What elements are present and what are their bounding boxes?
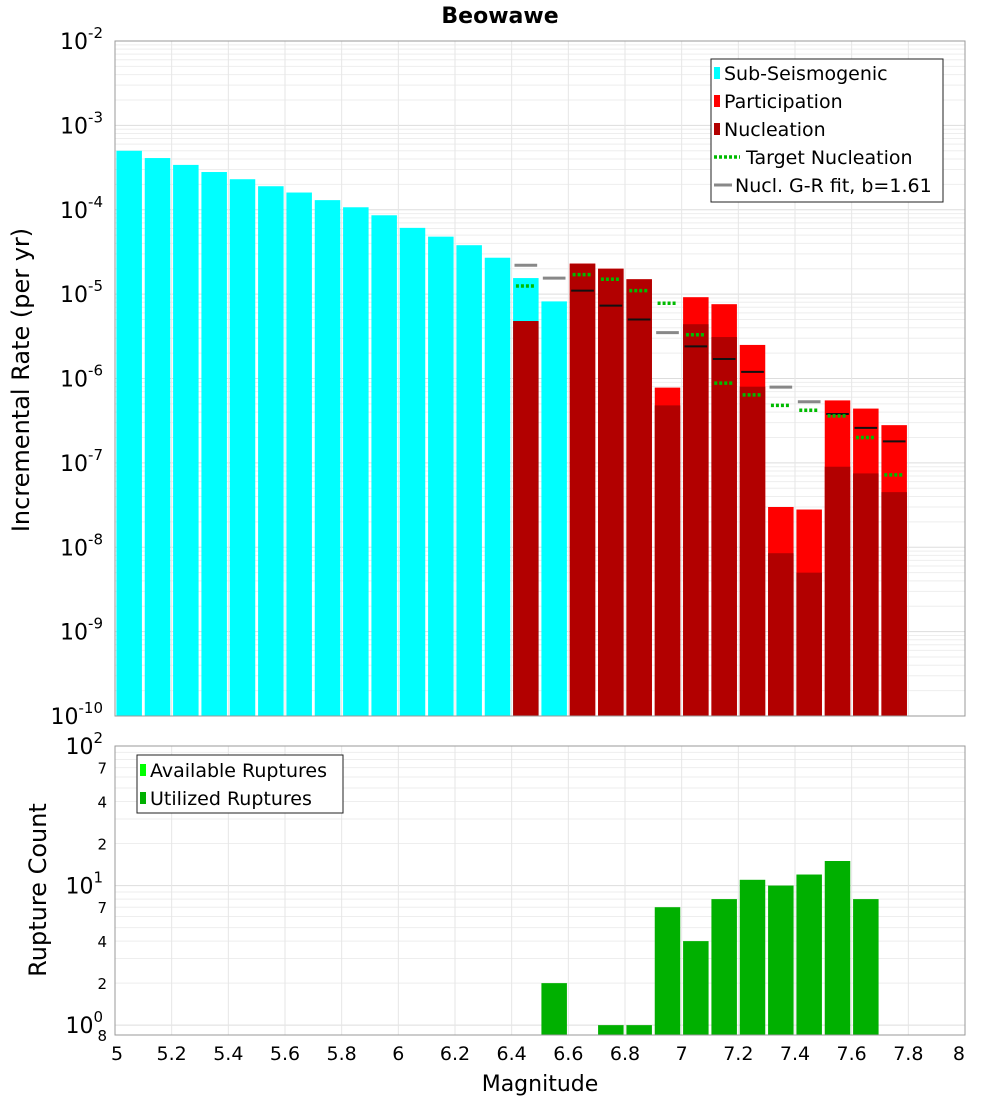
utilized-ruptures-bar (598, 1025, 624, 1035)
utilized-ruptures-bar (654, 907, 681, 1035)
nucleation-bar (824, 466, 851, 716)
utilized-ruptures-bar (541, 983, 567, 1035)
sub-seismogenic-bar (428, 236, 454, 716)
sub-seismogenic-bar (286, 192, 312, 717)
legend-swatch (714, 95, 720, 107)
count-plot-frame (114, 745, 966, 1036)
x-tick-label: 7.8 (893, 1043, 923, 1065)
count-y-minor-label: 2 (97, 836, 107, 854)
count-y-axis-label: Rupture Count (24, 803, 52, 977)
x-tick-label: 8 (953, 1043, 965, 1065)
count-y-minor-label: 7 (97, 899, 107, 917)
rate-y-tick-label: 10-8 (60, 530, 103, 561)
legend-swatch (140, 792, 146, 804)
rate-y-tick-label: 10-5 (60, 277, 103, 308)
legend-label: Participation (724, 91, 843, 113)
sub-seismogenic-bar (314, 200, 341, 716)
utilized-ruptures-bar (853, 899, 879, 1035)
rate-y-tick-label: 10-10 (51, 699, 104, 730)
nucleation-bar (626, 279, 652, 716)
rate-y-tick-label: 10-3 (60, 108, 103, 139)
nucleation-bar (768, 553, 794, 716)
x-tick-label: 7.4 (780, 1043, 810, 1065)
x-tick-label: 6.8 (610, 1043, 640, 1065)
count-y-minor-label: 7 (97, 760, 107, 778)
utilized-ruptures-bar (739, 879, 766, 1035)
x-tick-label: 5 (111, 1043, 123, 1065)
count-y-tick-label: 102 (65, 729, 103, 760)
nucleation-bar (569, 263, 596, 716)
legend-label: Nucl. G-R fit, b=1.61 (735, 175, 932, 197)
utilized-ruptures-bar (796, 874, 822, 1035)
nucleation-bar (796, 572, 822, 716)
legend-swatch (714, 67, 720, 79)
chart-title: Beowawe (441, 4, 558, 29)
sub-seismogenic-bar (484, 257, 511, 716)
count-y-minor-label: 4 (97, 933, 107, 951)
nucleation-bar (711, 337, 737, 716)
x-tick-label: 6 (392, 1043, 404, 1065)
sub-seismogenic-bar (541, 301, 567, 716)
nucleation-bar (513, 321, 539, 716)
nucleation-bar (853, 473, 879, 716)
nucleation-bar (654, 405, 681, 716)
count-y-minor-label: 2 (97, 975, 107, 993)
rate-y-tick-label: 10-6 (60, 362, 103, 393)
sub-seismogenic-bar (229, 179, 256, 716)
rate-y-tick-label: 10-7 (60, 446, 103, 477)
x-tick-label: 6.6 (553, 1043, 583, 1065)
rate-plot-frame (114, 40, 966, 717)
x-axis-label: Magnitude (482, 1072, 599, 1097)
count-y-tick-label: 101 (65, 869, 103, 900)
legend-label: Nucleation (724, 119, 826, 141)
x-tick-label: 5.2 (157, 1043, 187, 1065)
nucleation-bar (598, 268, 624, 716)
nucleation-bar (739, 386, 766, 716)
x-tick-label: 6.2 (440, 1043, 470, 1065)
count-y-tick-label: 100 (65, 1008, 103, 1039)
sub-seismogenic-bar (399, 227, 426, 716)
count-legend: Available Ruptures Utilized Ruptures (136, 754, 344, 814)
sub-seismogenic-bar (144, 158, 171, 716)
utilized-ruptures-bar (683, 941, 709, 1035)
sub-seismogenic-bar (456, 245, 482, 717)
x-tick-label: 5.4 (213, 1043, 243, 1065)
utilized-ruptures-bar (824, 860, 851, 1035)
rate-legend: Sub-Seismogenic Participation Nucleation Ta… (710, 58, 944, 203)
utilized-ruptures-bar (768, 885, 794, 1035)
x-tick-label: 5.8 (327, 1043, 357, 1065)
sub-seismogenic-bar (201, 172, 227, 716)
rate-y-axis-label: Incremental Rate (per yr) (7, 228, 35, 532)
nucleation-bar (881, 492, 907, 716)
nucleation-bar (683, 324, 709, 716)
sub-seismogenic-bar (173, 164, 199, 716)
sub-seismogenic-bar (371, 215, 397, 717)
sub-seismogenic-bar (343, 207, 369, 716)
x-tick-label: 6.4 (497, 1043, 527, 1065)
rate-y-tick-label: 10-9 (60, 615, 103, 646)
count-y-minor-label: 8 (97, 1027, 107, 1045)
legend-label: Target Nucleation (745, 147, 913, 169)
legend-label: Available Ruptures (150, 760, 327, 782)
x-tick-label: 5.6 (270, 1043, 300, 1065)
rate-y-tick-label: 10-2 (60, 24, 103, 55)
count-y-minor-label: 4 (97, 794, 107, 812)
sub-seismogenic-bar (116, 150, 142, 716)
x-tick-label: 7.2 (723, 1043, 753, 1065)
legend-label: Sub-Seismogenic (724, 63, 888, 85)
x-tick-label: 7 (676, 1043, 688, 1065)
x-tick-label: 7.6 (837, 1043, 867, 1065)
utilized-ruptures-bar (626, 1025, 652, 1035)
rate-y-tick-label: 10-4 (60, 193, 103, 224)
legend-swatch (140, 764, 146, 776)
utilized-ruptures-bar (711, 899, 737, 1035)
legend-label: Utilized Ruptures (150, 788, 312, 810)
legend-swatch (714, 123, 720, 135)
sub-seismogenic-bar (258, 186, 284, 716)
